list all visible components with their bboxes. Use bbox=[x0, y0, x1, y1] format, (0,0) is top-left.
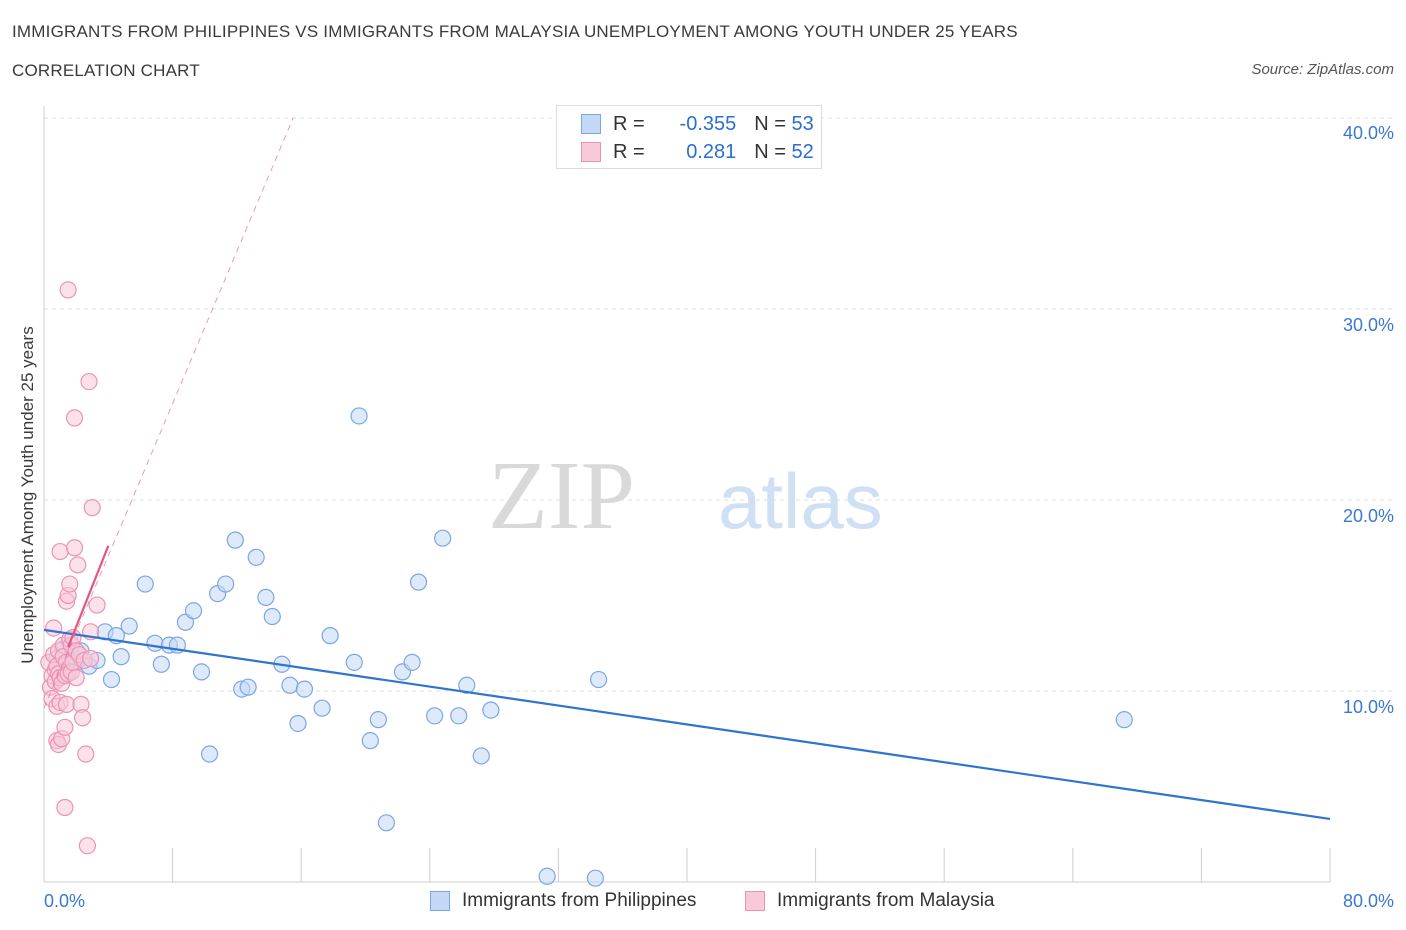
legend-row-philippines: R = -0.355 N = 53 bbox=[581, 113, 814, 135]
trend-line-malaysia-extension bbox=[43, 117, 294, 709]
bottom-legend-swatch-philippines bbox=[430, 891, 450, 911]
bottom-legend-philippines: Immigrants from Philippines bbox=[430, 890, 696, 912]
chart-title: IMMIGRANTS FROM PHILIPPINES VS IMMIGRANT… bbox=[12, 22, 1018, 41]
point-philippines bbox=[377, 814, 395, 832]
point-malaysia bbox=[69, 556, 87, 574]
point-philippines bbox=[434, 529, 452, 547]
point-philippines bbox=[226, 531, 244, 549]
r-label-malaysia: R = bbox=[613, 140, 651, 163]
point-philippines bbox=[217, 575, 235, 593]
y-tick-label-40: 40.0% bbox=[1342, 123, 1394, 143]
point-philippines bbox=[538, 867, 556, 885]
watermark-atlas: atlas bbox=[718, 457, 883, 545]
gridlines bbox=[44, 117, 1393, 692]
points-malaysia bbox=[40, 281, 106, 855]
legend-swatch-malaysia bbox=[581, 142, 601, 162]
n-value-malaysia: 52 bbox=[791, 140, 814, 163]
point-philippines bbox=[426, 707, 444, 725]
watermark-zip: ZIP bbox=[488, 442, 635, 550]
n-label-philippines: N = bbox=[754, 112, 792, 135]
point-malaysia bbox=[77, 745, 95, 763]
axes bbox=[43, 106, 1331, 883]
point-philippines bbox=[409, 573, 428, 591]
point-malaysia bbox=[82, 649, 100, 668]
trend-line-malaysia bbox=[67, 545, 110, 648]
chart-subtitle: CORRELATION CHART bbox=[12, 61, 200, 80]
point-philippines bbox=[239, 678, 257, 696]
y-tick-label-20: 20.0% bbox=[1342, 506, 1394, 526]
y-tick-label-30: 30.0% bbox=[1342, 315, 1394, 335]
point-philippines bbox=[146, 634, 164, 652]
point-philippines bbox=[345, 653, 363, 671]
point-malaysia bbox=[67, 669, 85, 687]
point-malaysia bbox=[83, 499, 101, 517]
point-philippines bbox=[184, 602, 203, 620]
point-philippines bbox=[281, 676, 299, 694]
point-philippines bbox=[136, 575, 154, 593]
point-philippines bbox=[482, 701, 500, 719]
bottom-legend-malaysia: Immigrants from Malaysia bbox=[745, 890, 995, 912]
point-philippines bbox=[102, 670, 121, 689]
point-malaysia bbox=[51, 542, 69, 561]
point-malaysia bbox=[65, 539, 84, 557]
point-malaysia bbox=[57, 695, 76, 713]
point-philippines bbox=[361, 732, 379, 750]
bottom-legend-label-philippines: Immigrants from Philippines bbox=[462, 890, 697, 911]
legend-row-malaysia: R = 0.281 N = 52 bbox=[581, 141, 814, 163]
point-philippines bbox=[152, 655, 170, 673]
y-tick-label-10: 10.0% bbox=[1342, 697, 1394, 717]
point-philippines bbox=[295, 680, 314, 698]
trend-line-philippines bbox=[43, 628, 1331, 821]
point-malaysia bbox=[56, 718, 74, 736]
x-tick-label-min: 0.0% bbox=[44, 891, 86, 911]
point-philippines bbox=[257, 588, 275, 607]
trend-lines bbox=[43, 117, 1331, 821]
point-philippines bbox=[589, 670, 608, 689]
bottom-legend-label-malaysia: Immigrants from Malaysia bbox=[777, 890, 995, 911]
point-malaysia bbox=[59, 281, 77, 299]
r-value-philippines: -0.355 bbox=[679, 112, 737, 135]
n-label-malaysia: N = bbox=[754, 140, 792, 163]
point-malaysia bbox=[45, 619, 63, 637]
r-label-philippines: R = bbox=[613, 112, 651, 135]
point-philippines bbox=[247, 548, 265, 566]
point-philippines bbox=[472, 747, 490, 765]
correlation-legend: R = -0.355 N = 53 R = 0.281 N = 52 bbox=[556, 105, 822, 169]
bottom-legend-swatch-malaysia bbox=[745, 891, 765, 911]
point-malaysia bbox=[65, 409, 84, 427]
point-malaysia bbox=[56, 798, 74, 817]
point-philippines bbox=[289, 714, 307, 733]
r-value-malaysia: 0.281 bbox=[686, 140, 737, 163]
chart-source: Source: ZipAtlas.com bbox=[1251, 61, 1394, 78]
point-philippines bbox=[192, 663, 211, 681]
point-philippines bbox=[112, 648, 130, 666]
point-malaysia bbox=[73, 709, 92, 727]
point-philippines bbox=[321, 627, 339, 645]
point-philippines bbox=[450, 707, 468, 725]
x-tick-label-max: 80.0% bbox=[1342, 891, 1394, 911]
point-philippines bbox=[369, 711, 387, 729]
point-philippines bbox=[350, 407, 368, 425]
point-philippines bbox=[263, 607, 281, 626]
point-malaysia bbox=[88, 596, 106, 614]
point-philippines bbox=[586, 869, 604, 887]
legend-swatch-philippines bbox=[581, 114, 601, 134]
point-philippines bbox=[403, 653, 421, 671]
point-philippines bbox=[313, 699, 331, 717]
point-malaysia bbox=[61, 575, 79, 593]
n-value-philippines: 53 bbox=[791, 112, 814, 135]
point-philippines bbox=[120, 617, 138, 635]
point-philippines bbox=[1115, 711, 1133, 729]
point-philippines bbox=[458, 676, 476, 694]
y-axis-label: Unemployment Among Youth under 25 years bbox=[18, 326, 37, 664]
point-malaysia bbox=[78, 837, 97, 855]
point-philippines bbox=[200, 745, 219, 763]
point-malaysia bbox=[80, 372, 98, 391]
